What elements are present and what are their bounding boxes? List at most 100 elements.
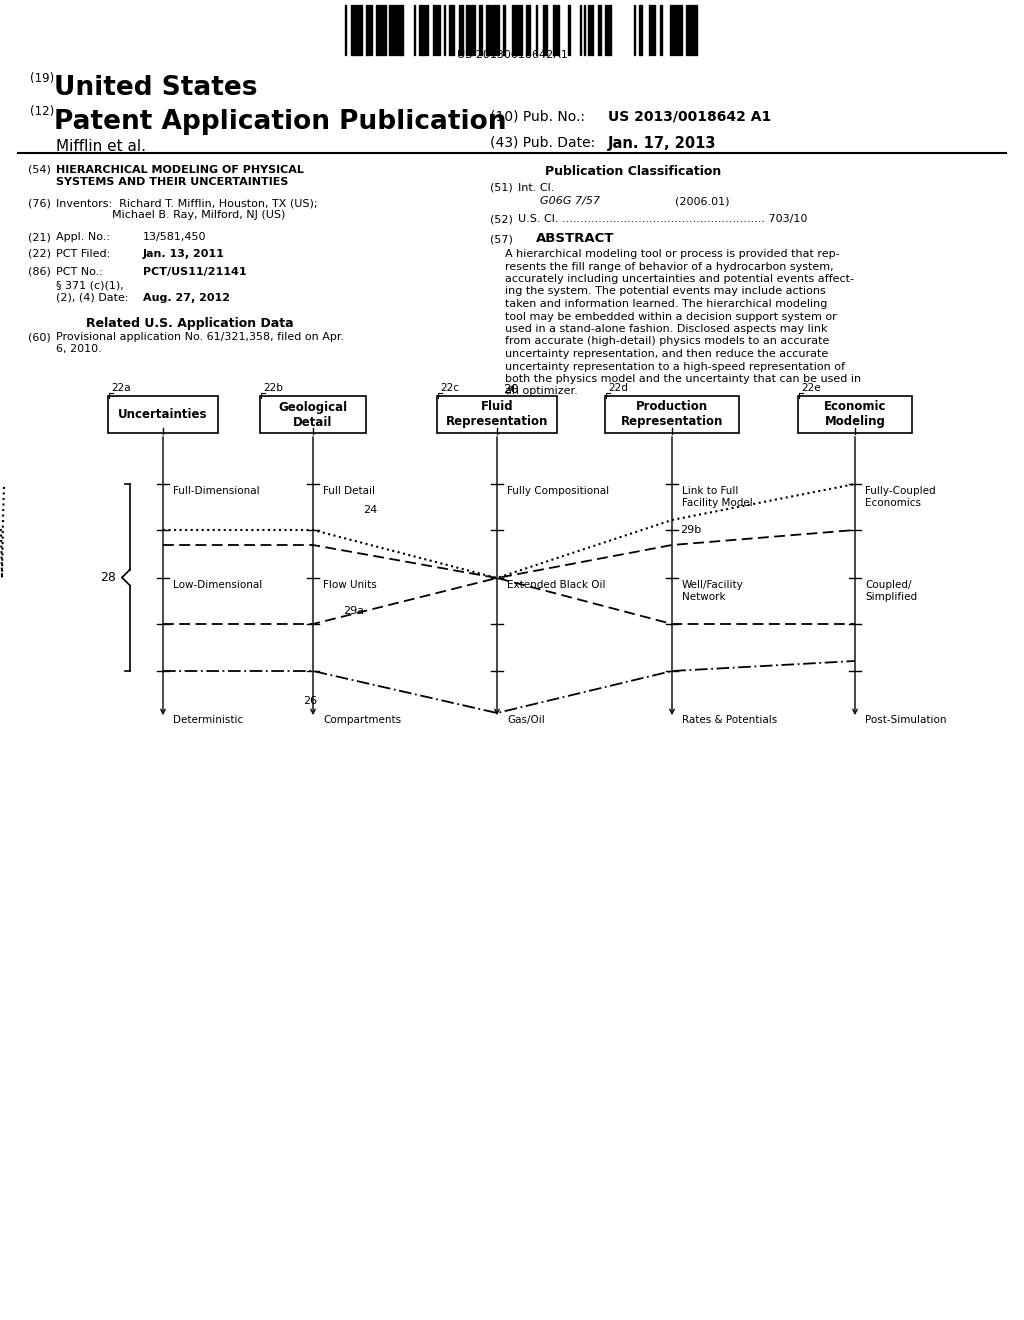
- Text: tool may be embedded within a decision support system or: tool may be embedded within a decision s…: [505, 312, 837, 322]
- Text: 26: 26: [303, 696, 317, 706]
- Bar: [108, 396, 218, 433]
- Text: an optimizer.: an optimizer.: [505, 387, 578, 396]
- Text: Inventors:  Richard T. Mifflin, Houston, TX (US);: Inventors: Richard T. Mifflin, Houston, …: [56, 198, 317, 209]
- Text: (12): (12): [30, 106, 54, 117]
- Text: Fluid
Representation: Fluid Representation: [445, 400, 548, 429]
- Text: accurately including uncertainties and potential events affect-: accurately including uncertainties and p…: [505, 275, 854, 284]
- Text: 22a: 22a: [111, 383, 131, 393]
- Text: 22b: 22b: [263, 383, 283, 393]
- Bar: [694, 5, 697, 55]
- Text: Link to Full
Facility Model: Link to Full Facility Model: [682, 486, 753, 508]
- Bar: [433, 5, 435, 55]
- Bar: [497, 5, 499, 55]
- Text: Appl. No.:: Appl. No.:: [56, 232, 110, 242]
- Text: taken and information learned. The hierarchical modeling: taken and information learned. The hiera…: [505, 300, 827, 309]
- Bar: [688, 5, 690, 55]
- Text: 6, 2010.: 6, 2010.: [56, 345, 101, 354]
- Bar: [526, 5, 530, 55]
- Bar: [366, 5, 368, 55]
- Text: Well/Facility
Network: Well/Facility Network: [682, 579, 743, 602]
- Text: (22): (22): [28, 249, 51, 259]
- Text: 22d: 22d: [608, 383, 628, 393]
- Bar: [399, 5, 403, 55]
- Text: Publication Classification: Publication Classification: [545, 165, 721, 178]
- Text: Provisional application No. 61/321,358, filed on Apr.: Provisional application No. 61/321,358, …: [56, 333, 344, 342]
- Text: Deterministic: Deterministic: [173, 715, 244, 725]
- Bar: [503, 5, 505, 55]
- Bar: [486, 5, 490, 55]
- Text: both the physics model and the uncertainty that can be used in: both the physics model and the uncertain…: [505, 374, 861, 384]
- Text: Compartments: Compartments: [323, 715, 401, 725]
- Bar: [426, 5, 428, 55]
- Text: Extended Black Oil: Extended Black Oil: [507, 579, 605, 590]
- Text: Patent Application Publication: Patent Application Publication: [54, 110, 507, 135]
- Text: Rates & Potentials: Rates & Potentials: [682, 715, 777, 725]
- Bar: [466, 5, 468, 55]
- Text: PCT/US11/21141: PCT/US11/21141: [143, 267, 247, 277]
- Text: § 371 (c)(1),: § 371 (c)(1),: [56, 281, 124, 290]
- Text: Aug. 27, 2012: Aug. 27, 2012: [143, 293, 230, 304]
- Text: ing the system. The potential events may include actions: ing the system. The potential events may…: [505, 286, 825, 297]
- Bar: [376, 5, 378, 55]
- Text: Related U.S. Application Data: Related U.S. Application Data: [86, 317, 294, 330]
- Bar: [354, 5, 357, 55]
- Text: Int. Cl.: Int. Cl.: [518, 183, 554, 193]
- Bar: [419, 5, 423, 55]
- Bar: [260, 396, 366, 433]
- Text: U.S. Cl. ........................................................ 703/10: U.S. Cl. ...............................…: [518, 214, 807, 224]
- Text: (21): (21): [28, 232, 51, 242]
- Bar: [493, 5, 496, 55]
- Text: (2006.01): (2006.01): [675, 195, 729, 206]
- Bar: [660, 5, 662, 55]
- Text: (57): (57): [490, 234, 513, 244]
- Text: (10) Pub. No.:: (10) Pub. No.:: [490, 110, 585, 124]
- Text: Mifflin et al.: Mifflin et al.: [56, 139, 146, 154]
- Bar: [598, 5, 601, 55]
- Text: Full-Dimensional: Full-Dimensional: [173, 486, 260, 496]
- Text: 20: 20: [503, 383, 519, 396]
- Text: uncertainty representation to a high-speed representation of: uncertainty representation to a high-spe…: [505, 362, 845, 371]
- Bar: [437, 396, 557, 433]
- Text: 24: 24: [362, 506, 377, 515]
- Text: Post-Simulation: Post-Simulation: [865, 715, 946, 725]
- Bar: [516, 5, 519, 55]
- Text: 29b: 29b: [680, 525, 701, 535]
- Text: Flow Units: Flow Units: [323, 579, 377, 590]
- Text: HIERARCHICAL MODELING OF PHYSICAL: HIERARCHICAL MODELING OF PHYSICAL: [56, 165, 304, 176]
- Text: Low-Dimensional: Low-Dimensional: [173, 579, 262, 590]
- Text: Fully Compositional: Fully Compositional: [507, 486, 609, 496]
- Bar: [680, 5, 682, 55]
- Bar: [451, 5, 454, 55]
- Text: US 2013/0018642 A1: US 2013/0018642 A1: [608, 110, 771, 124]
- Bar: [691, 5, 693, 55]
- Text: G06G 7/57: G06G 7/57: [540, 195, 600, 206]
- Bar: [639, 5, 642, 55]
- Bar: [358, 5, 362, 55]
- Bar: [389, 5, 393, 55]
- Text: ABSTRACT: ABSTRACT: [536, 232, 614, 246]
- Text: PCT Filed:: PCT Filed:: [56, 249, 111, 259]
- Text: Production
Representation: Production Representation: [621, 400, 723, 429]
- Text: used in a stand-alone fashion. Disclosed aspects may link: used in a stand-alone fashion. Disclosed…: [505, 323, 827, 334]
- Bar: [543, 5, 547, 55]
- Text: Jan. 17, 2013: Jan. 17, 2013: [608, 136, 717, 150]
- Text: uncertainty representation, and then reduce the accurate: uncertainty representation, and then red…: [505, 348, 828, 359]
- Text: Jan. 13, 2011: Jan. 13, 2011: [143, 249, 225, 259]
- Bar: [436, 5, 438, 55]
- Text: 22c: 22c: [440, 383, 459, 393]
- Text: (54): (54): [28, 165, 51, 176]
- Bar: [674, 5, 677, 55]
- Bar: [471, 5, 473, 55]
- Text: (19): (19): [30, 73, 54, 84]
- Text: 13/581,450: 13/581,450: [143, 232, 207, 242]
- Bar: [798, 396, 912, 433]
- Text: (43) Pub. Date:: (43) Pub. Date:: [490, 136, 595, 150]
- Bar: [605, 396, 739, 433]
- Bar: [396, 5, 398, 55]
- Text: (52): (52): [490, 214, 513, 224]
- Text: Coupled/
Simplified: Coupled/ Simplified: [865, 579, 918, 602]
- Text: Michael B. Ray, Milford, NJ (US): Michael B. Ray, Milford, NJ (US): [56, 210, 286, 220]
- Text: PCT No.:: PCT No.:: [56, 267, 102, 277]
- Text: 28: 28: [100, 572, 116, 583]
- Text: Geological
Detail: Geological Detail: [279, 400, 347, 429]
